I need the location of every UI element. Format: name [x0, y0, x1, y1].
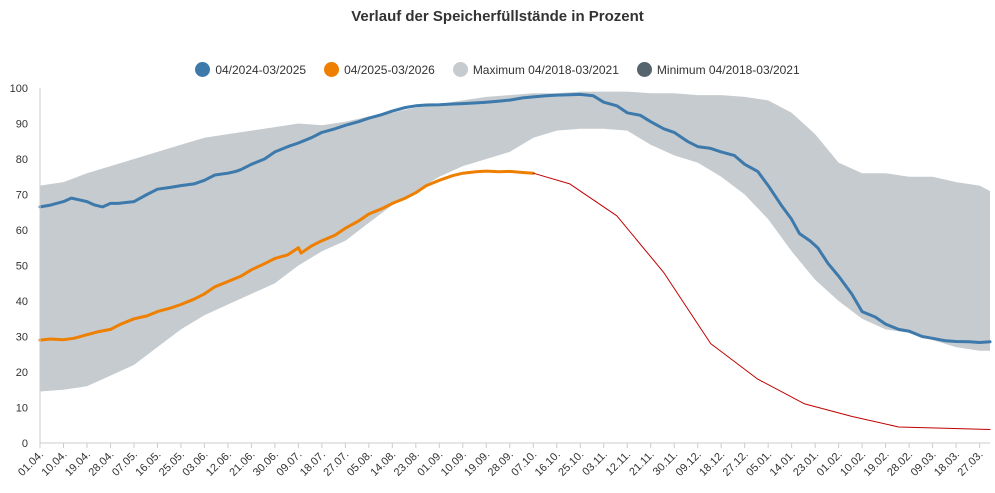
- legend: 04/2024-03/2025 04/2025-03/2026 Maximum …: [0, 62, 995, 77]
- chart-title: Verlauf der Speicherfüllstände in Prozen…: [351, 8, 644, 25]
- y-tick-label: 10: [16, 403, 28, 415]
- x-tick-label: 19.09.: [462, 449, 492, 479]
- y-tick-label: 50: [16, 261, 28, 273]
- legend-label-minimum: Minimum 04/2018-03/2021: [656, 62, 800, 77]
- x-tick-label: 14.08.: [368, 449, 398, 479]
- y-tick-label: 80: [16, 154, 28, 166]
- min-max-band: [40, 91, 990, 392]
- x-tick-label: 12.06.: [204, 449, 234, 479]
- x-tick-label: 16.10.: [533, 449, 563, 479]
- y-tick-label: 70: [16, 190, 28, 202]
- x-tick-label: 19.02.: [862, 449, 892, 479]
- series-line-2025: [38, 169, 535, 342]
- x-tick-label: 19.04.: [63, 449, 93, 479]
- legend-marker-maximum: [452, 62, 468, 77]
- legend-item-2025[interactable]: 04/2025-03/2026: [324, 62, 435, 77]
- x-tick-label: 28.02.: [885, 449, 915, 479]
- x-tick-label: 23.01.: [791, 449, 821, 479]
- series-line-projection: [532, 172, 991, 430]
- legend-marker-2024: [195, 62, 211, 77]
- legend-label-maximum: Maximum 04/2018-03/2021: [472, 62, 619, 77]
- y-tick-label: 40: [16, 296, 28, 308]
- legend-label-2025: 04/2025-03/2026: [344, 62, 435, 77]
- x-tick-label: 01.04.: [16, 449, 46, 479]
- x-tick-label: 05.01.: [744, 449, 774, 479]
- x-tick-label: 07.05.: [110, 449, 140, 479]
- x-tick-label: 25.10.: [556, 449, 586, 479]
- x-tick-label: 16.05.: [133, 449, 163, 479]
- legend-item-maximum[interactable]: Maximum 04/2018-03/2021: [452, 62, 619, 77]
- x-tick-label: 09.07.: [274, 449, 304, 479]
- x-tick-label: 27.07.: [321, 449, 351, 479]
- y-tick-label: 0: [22, 438, 28, 450]
- x-tick-label: 25.05.: [157, 449, 187, 479]
- x-tick-label: 18.03.: [932, 449, 962, 479]
- x-tick-label: 09.12.: [674, 449, 704, 479]
- y-tick-label: 90: [16, 119, 28, 131]
- y-tick-label: 20: [16, 367, 28, 379]
- x-tick-label: 03.06.: [180, 449, 210, 479]
- legend-item-minimum[interactable]: Minimum 04/2018-03/2021: [636, 62, 800, 77]
- legend-marker-2025: [324, 62, 340, 77]
- x-tick-label: 14.01.: [768, 449, 798, 479]
- legend-item-2024[interactable]: 04/2024-03/2025: [195, 62, 306, 77]
- legend-marker-minimum: [636, 62, 652, 77]
- x-tick-label: 09.03.: [909, 449, 939, 479]
- x-tick-label: 28.04.: [86, 449, 116, 479]
- x-tick-label: 18.07.: [298, 449, 328, 479]
- x-tick-label: 07.10.: [509, 449, 539, 479]
- x-tick-label: 10.02.: [838, 449, 868, 479]
- x-tick-label: 01.02.: [815, 449, 845, 479]
- x-tick-label: 18.12.: [697, 449, 727, 479]
- y-tick-label: 30: [16, 332, 28, 344]
- x-tick-label: 05.08.: [345, 449, 375, 479]
- x-tick-label: 27.12.: [721, 449, 751, 479]
- x-tick-label: 21.11.: [627, 449, 657, 479]
- legend-label-2024: 04/2024-03/2025: [215, 62, 307, 77]
- y-tick-label: 100: [10, 83, 28, 95]
- x-tick-label: 10.09.: [439, 449, 469, 479]
- x-tick-label: 23.08.: [392, 449, 422, 479]
- x-tick-label: 01.09.: [415, 449, 445, 479]
- x-tick-label: 03.11.: [580, 449, 610, 479]
- x-tick-label: 27.03.: [956, 449, 986, 479]
- x-tick-label: 21.06.: [227, 449, 257, 479]
- x-tick-label: 10.04.: [39, 449, 69, 479]
- series-line-2024: [38, 92, 992, 344]
- y-tick-label: 60: [16, 225, 28, 237]
- x-tick-label: 12.11.: [604, 449, 634, 479]
- x-tick-label: 28.09.: [486, 449, 516, 479]
- x-tick-label: 30.06.: [251, 449, 281, 479]
